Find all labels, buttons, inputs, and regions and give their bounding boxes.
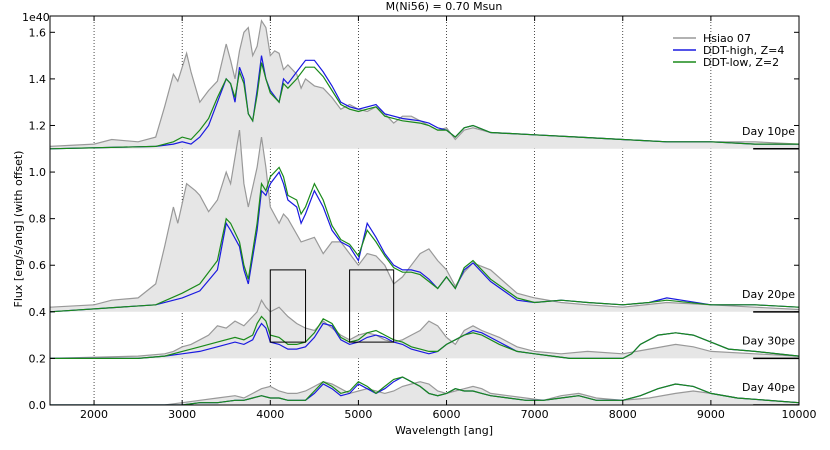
template-fill-3	[50, 300, 799, 359]
y-axis-label: Flux [erg/s/ang] (with offset)	[12, 151, 25, 308]
annotation-box-1	[269, 269, 307, 343]
x-tick-label-7000: 7000	[521, 408, 549, 421]
plot-frame	[49, 15, 800, 406]
y-multiplier-label: 1e40	[22, 11, 50, 24]
y-tick-label-2: 0.4	[29, 306, 47, 319]
x-tick-label-10000: 10000	[782, 408, 817, 421]
axes: 2000 3000 4000 5000 6000 7000 8000 9000 10000 0.0…	[29, 15, 817, 421]
template-fill-4	[50, 381, 799, 405]
series-line-hsiao-07-4	[50, 381, 799, 405]
series-line-hsiao-07-3	[50, 298, 799, 359]
series-line-hsiao-07-1	[50, 19, 799, 147]
plot-area: Day 10pe Day 20pe Day 30pe Day 40pe	[50, 16, 799, 405]
y-tick-label-3: 0.6	[29, 259, 47, 272]
legend-label-2: DDT-high, Z=4	[703, 44, 784, 57]
x-tick-label-9000: 9000	[697, 408, 725, 421]
annotation-box-2	[349, 269, 395, 343]
x-tick-label-8000: 8000	[609, 408, 637, 421]
x-tick-label-2000: 2000	[80, 408, 108, 421]
epoch-label-2: Day 20pe	[742, 288, 795, 301]
x-tick-label-6000: 6000	[433, 408, 461, 421]
plot-inner	[50, 16, 799, 405]
y-tick-label-1: 0.2	[29, 352, 47, 365]
series-line-ddt-low-z-2-3	[50, 315, 799, 359]
y-tick-label-6: 1.2	[29, 119, 47, 132]
epoch-1	[50, 19, 799, 150]
template-fill-1	[50, 20, 799, 149]
legend-label-1: Hsiao 07	[703, 32, 751, 45]
epoch-3	[50, 298, 799, 360]
epoch-label-1: Day 10pe	[742, 125, 795, 138]
series-line-ddt-low-z-2-1	[50, 62, 799, 150]
y-tick-label-8: 1.6	[29, 26, 47, 39]
x-tick-label-3000: 3000	[168, 408, 196, 421]
epoch-label-4: Day 40pe	[742, 381, 795, 394]
x-tick-label-5000: 5000	[344, 408, 372, 421]
y-tick-label-7: 1.4	[29, 73, 47, 86]
y-tick-label-0: 0.0	[29, 399, 47, 412]
y-tick-label-5: 1.0	[29, 166, 47, 179]
series-line-ddt-low-z-2-4	[50, 376, 799, 405]
epoch-2	[50, 130, 799, 313]
template-fill-2	[50, 130, 799, 312]
chart-title: M(Ni56) = 0.70 Msun	[386, 0, 503, 13]
epoch-4	[50, 376, 799, 405]
series-line-ddt-low-z-2-2	[50, 166, 799, 313]
series-line-hsiao-07-2	[50, 130, 799, 311]
legend-label-3: DDT-low, Z=2	[703, 56, 779, 69]
epoch-label-3: Day 30pe	[742, 334, 795, 347]
y-tick-label-4: 0.8	[29, 213, 47, 226]
x-axis-label: Wavelength [ang]	[395, 424, 493, 437]
x-tick-label-4000: 4000	[256, 408, 284, 421]
